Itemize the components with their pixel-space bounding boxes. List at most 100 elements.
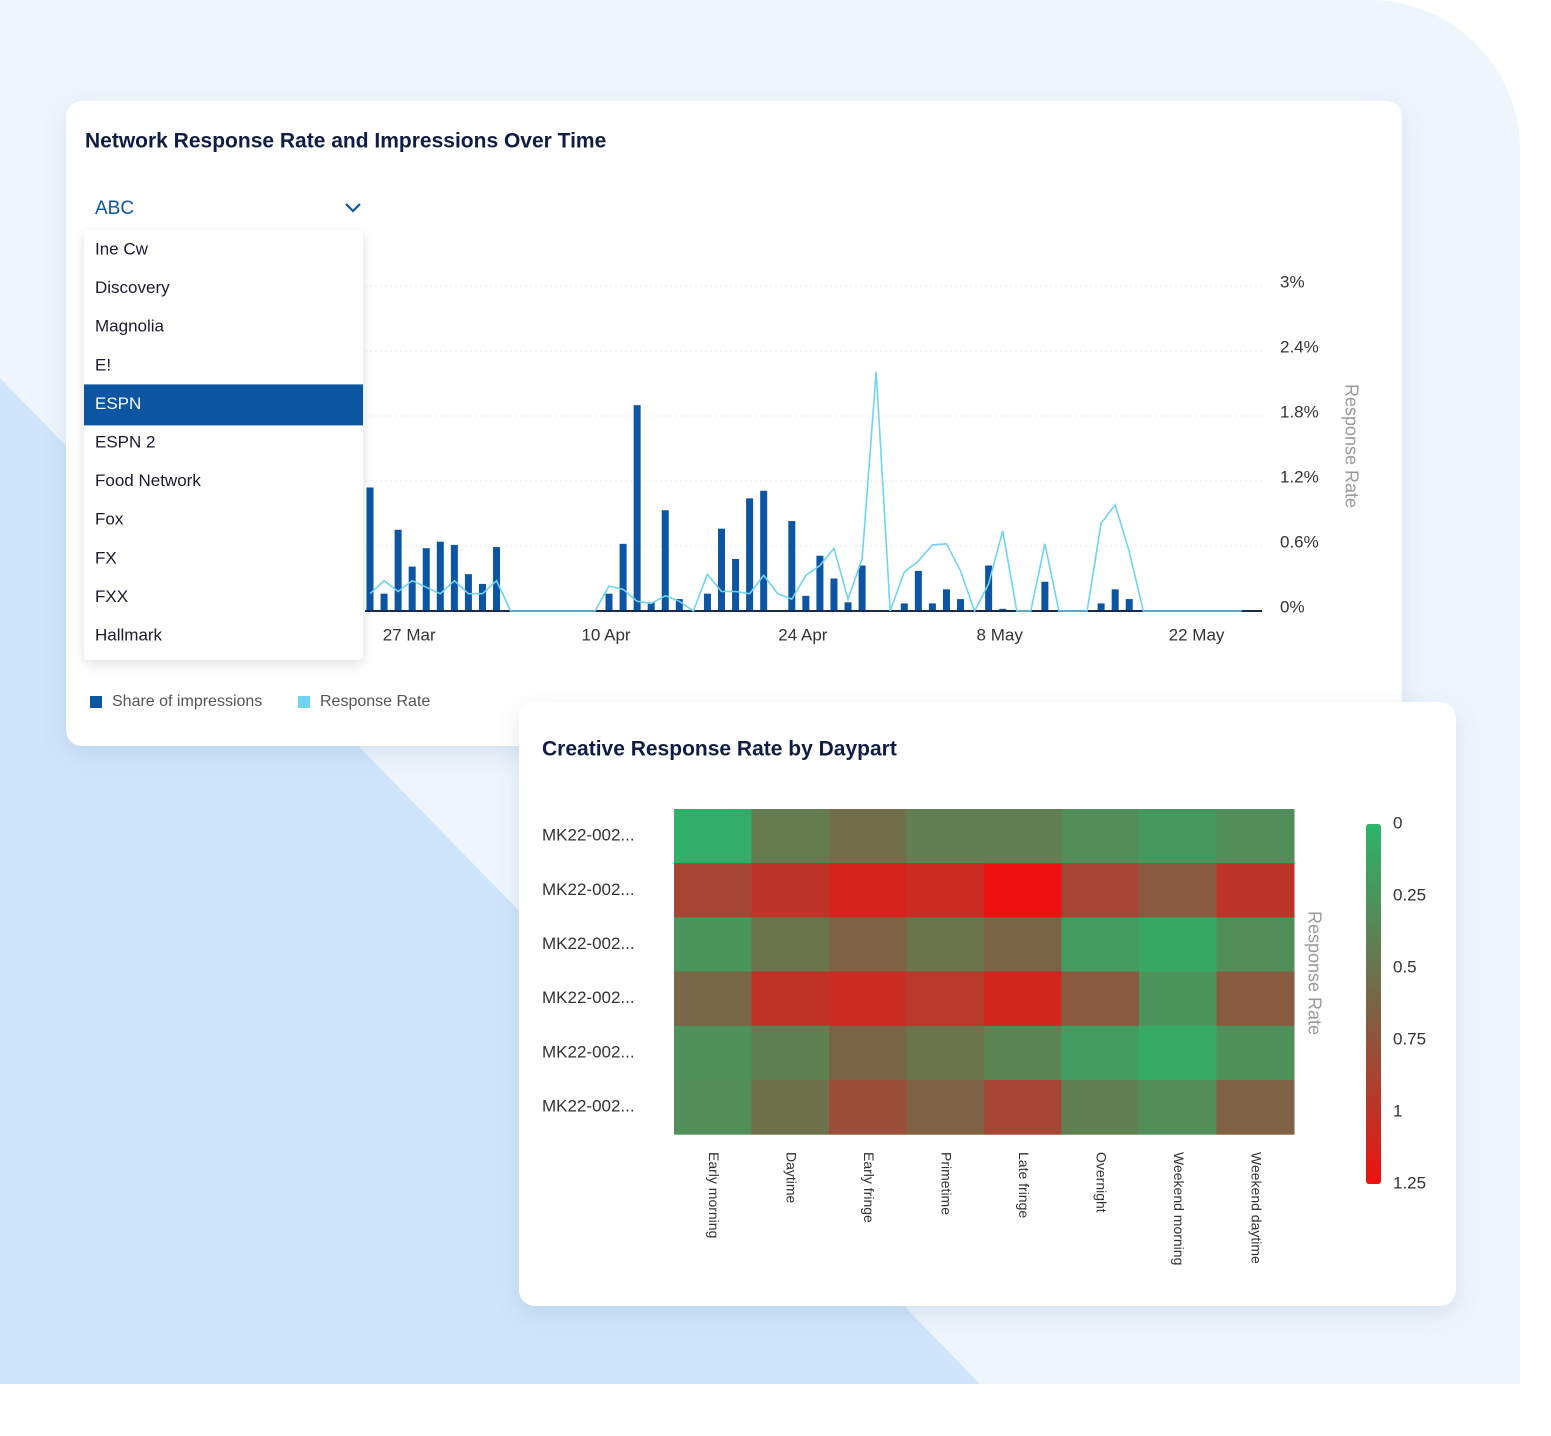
heatmap-cell [906, 809, 985, 864]
legend-swatch [90, 696, 102, 708]
bar [394, 529, 402, 611]
colorbar-tick-label: 1.25 [1393, 1173, 1426, 1192]
dropdown-selected[interactable]: ABC [95, 198, 134, 219]
bar [408, 566, 416, 611]
dropdown-option[interactable]: Hallmark [95, 625, 163, 644]
dropdown-option[interactable]: E! [95, 355, 111, 374]
heatmap-cell [984, 971, 1062, 1027]
legend-item[interactable]: Response Rate [298, 693, 430, 710]
heatmap-cell [1139, 971, 1217, 1027]
bar [858, 565, 866, 611]
x-tick-label: 8 May [977, 625, 1024, 644]
heatmap-cell [829, 971, 907, 1027]
x-tick-label: 24 Apr [778, 625, 827, 644]
dropdown-option[interactable]: Magnolia [95, 317, 165, 336]
bar [760, 490, 768, 611]
heatmap-cell [674, 863, 752, 918]
bar [605, 593, 613, 611]
heatmap-cell [984, 1025, 1062, 1081]
bar [914, 570, 922, 611]
bar [647, 602, 655, 611]
y-tick-label: 3% [1280, 272, 1305, 291]
heatmap-cell [751, 1025, 830, 1081]
column-label: Early fringe [861, 1152, 877, 1223]
legend-swatch [298, 696, 310, 708]
colorbar-tick-label: 1 [1393, 1101, 1402, 1120]
colorbar [1366, 824, 1381, 1184]
x-tick-label: 10 Apr [581, 625, 630, 644]
dropdown-chevron[interactable] [345, 203, 361, 213]
dropdown-option[interactable]: ESPN [95, 394, 141, 413]
row-label: MK22-002... [542, 1042, 635, 1061]
dropdown-option[interactable]: FXX [95, 587, 128, 606]
bar [942, 589, 950, 611]
heatmap-cell [1139, 1025, 1217, 1081]
heatmap-cell [674, 1080, 752, 1135]
heatmap-cell [674, 809, 752, 864]
legend-item[interactable]: Share of impressions [90, 693, 262, 710]
dropdown-option[interactable]: ESPN 2 [95, 432, 155, 451]
heatmap-cell [1061, 917, 1140, 973]
dropdown-panel [84, 230, 363, 660]
heatmap-cell [1061, 809, 1140, 864]
heatmap-cell [984, 917, 1062, 973]
heatmap-cell [829, 863, 907, 918]
bar [844, 602, 852, 611]
bar [816, 555, 824, 611]
bar [900, 603, 908, 611]
colorbar-tick-label: 0.5 [1393, 957, 1417, 976]
heatmap-cell [829, 1080, 907, 1135]
bar [1111, 589, 1119, 611]
heatmap-cell [751, 1080, 830, 1135]
heatmap-cell [674, 917, 752, 973]
column-label: Early morning [706, 1152, 722, 1238]
column-label: Weekend morning [1171, 1152, 1187, 1265]
bar [999, 608, 1007, 611]
bar [493, 547, 501, 611]
bar [675, 599, 683, 611]
heatmap-cell [1216, 863, 1295, 918]
bar [366, 487, 374, 611]
dropdown-option[interactable]: Discovery [95, 278, 170, 297]
dropdown-option[interactable]: Food Network [95, 471, 201, 490]
heatmap-cell [984, 1080, 1062, 1135]
bar [1097, 603, 1105, 611]
y-tick-label: 0.6% [1280, 532, 1319, 551]
dropdown[interactable]: ABC Ine Cw Discovery Magnolia E! ESPN ESPN 2 Fo… [84, 198, 363, 660]
heatmap-cell [1139, 863, 1217, 918]
row-label: MK22-002... [542, 934, 635, 953]
bar [450, 544, 458, 611]
dropdown-option[interactable]: Ine Cw [95, 239, 149, 258]
bar [985, 565, 993, 611]
heatmap-cell [1061, 971, 1140, 1027]
bar [1041, 581, 1049, 611]
bar [788, 521, 796, 611]
bar [718, 528, 725, 611]
line-bar-chart: 0% 0.6% 1.2% 1.8% 2.4% 3% Response Rate 27 Mar 1… [90, 272, 1361, 710]
heatmap-cell [984, 863, 1062, 918]
line [369, 371, 1242, 614]
heatmap-cell [1061, 1025, 1140, 1081]
column-label: Weekend daytime [1249, 1152, 1265, 1264]
heatmap-cell [751, 971, 830, 1027]
y-tick-label: 1.2% [1280, 467, 1319, 486]
colorbar-tick-label: 0.75 [1393, 1029, 1426, 1048]
heatmap-cell [1139, 1080, 1217, 1135]
bar [422, 548, 430, 611]
heatmap-cell [751, 863, 830, 918]
heatmap-cell [1216, 917, 1295, 973]
dropdown-option[interactable]: FX [95, 548, 117, 567]
heatmap-cell [1216, 1025, 1295, 1081]
row-label: MK22-002... [542, 988, 635, 1007]
column-label: Overnight [1094, 1152, 1110, 1213]
legend-label: Response Rate [320, 693, 430, 710]
heatmap-cell [829, 809, 907, 864]
bar [802, 595, 810, 611]
column-label: Late fringe [1016, 1152, 1032, 1218]
dropdown-highlight [84, 384, 363, 426]
bar [1125, 599, 1133, 611]
dropdown-option[interactable]: Fox [95, 510, 124, 529]
heatmap-cell [751, 917, 830, 973]
legend-label: Share of impressions [112, 693, 262, 710]
